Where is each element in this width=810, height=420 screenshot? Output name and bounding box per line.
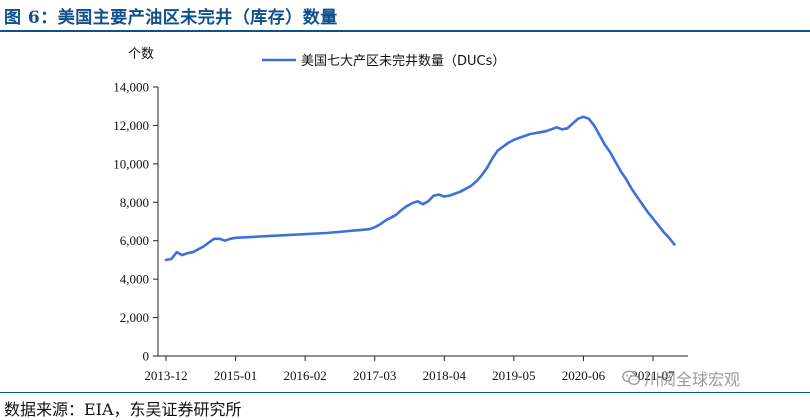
x-tick-label: 2016-02	[283, 368, 326, 383]
legend-label: 美国七大产区未完井数量（DUCs）	[301, 54, 505, 69]
wechat-icon	[622, 370, 640, 386]
x-tick-label: 2018-04	[423, 368, 467, 383]
x-tick-label: 2017-03	[353, 368, 396, 383]
y-tick-label: 12,000	[113, 118, 149, 133]
y-axis-unit-label: 个数	[128, 47, 154, 62]
y-tick-label: 10,000	[113, 156, 149, 171]
y-tick-label: 8,000	[120, 195, 149, 210]
watermark: 川阅全球宏观	[622, 368, 741, 389]
chart-legend: 美国七大产区未完井数量（DUCs）	[262, 54, 505, 69]
figure-title: 图 6：美国主要产油区未完井（库存）数量	[4, 8, 338, 28]
chart-axes: 个数	[128, 47, 688, 357]
y-tick-label: 6,000	[120, 233, 149, 248]
x-tick-label: 2019-05	[492, 368, 535, 383]
title-rule	[0, 30, 810, 32]
source-rule	[0, 392, 810, 393]
x-axis-ticks: 2013-12 2015-01 2016-02 2017-03 2018-04 2019-…	[144, 356, 675, 383]
series-layer	[164, 115, 676, 262]
x-tick-label: 2015-01	[214, 368, 257, 383]
watermark-text: 川阅全球宏观	[644, 370, 741, 389]
y-tick-label: 2,000	[120, 310, 149, 325]
y-axis-ticks: 0 2,000 4,000 6,000 8,000 10,000 12,000 14,000	[113, 80, 158, 364]
series-line-1	[164, 115, 676, 262]
x-tick-label: 2020-06	[562, 368, 606, 383]
x-tick-label: 2021-07	[631, 368, 675, 383]
y-tick-label: 0	[143, 349, 150, 364]
source-note: 数据来源：EIA，东吴证券研究所	[4, 400, 242, 419]
x-tick-label: 2013-12	[144, 368, 187, 383]
y-tick-label: 4,000	[120, 272, 149, 287]
y-tick-label: 14,000	[113, 80, 149, 95]
